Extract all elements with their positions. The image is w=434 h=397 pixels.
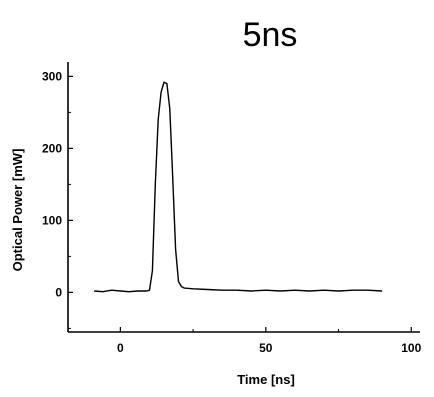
y-tick-label: 300	[42, 69, 62, 83]
x-tick-label: 100	[401, 341, 421, 355]
x-tick-label: 50	[259, 341, 273, 355]
y-axis-label: Optical Power [mW]	[10, 149, 25, 272]
series-line-0	[94, 81, 383, 293]
x-axis-label: Time [ns]	[237, 372, 295, 387]
chart-title: 5ns	[243, 16, 298, 54]
y-tick-label: 200	[42, 141, 62, 155]
y-tick-label: 100	[42, 213, 62, 227]
plot-area: 0 100 200 300 0 50 100	[42, 62, 422, 355]
x-tick-label: 0	[117, 341, 124, 355]
y-tick-label: 0	[55, 285, 62, 299]
